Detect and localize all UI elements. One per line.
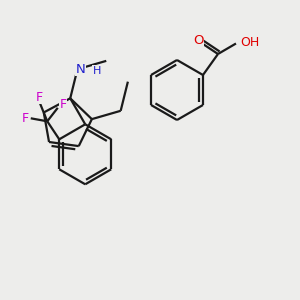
Text: O: O bbox=[193, 34, 204, 47]
Text: F: F bbox=[36, 91, 43, 104]
Text: F: F bbox=[60, 98, 67, 111]
Text: H: H bbox=[93, 66, 101, 76]
Text: N: N bbox=[76, 63, 85, 76]
Text: OH: OH bbox=[241, 35, 260, 49]
Text: F: F bbox=[22, 112, 29, 125]
